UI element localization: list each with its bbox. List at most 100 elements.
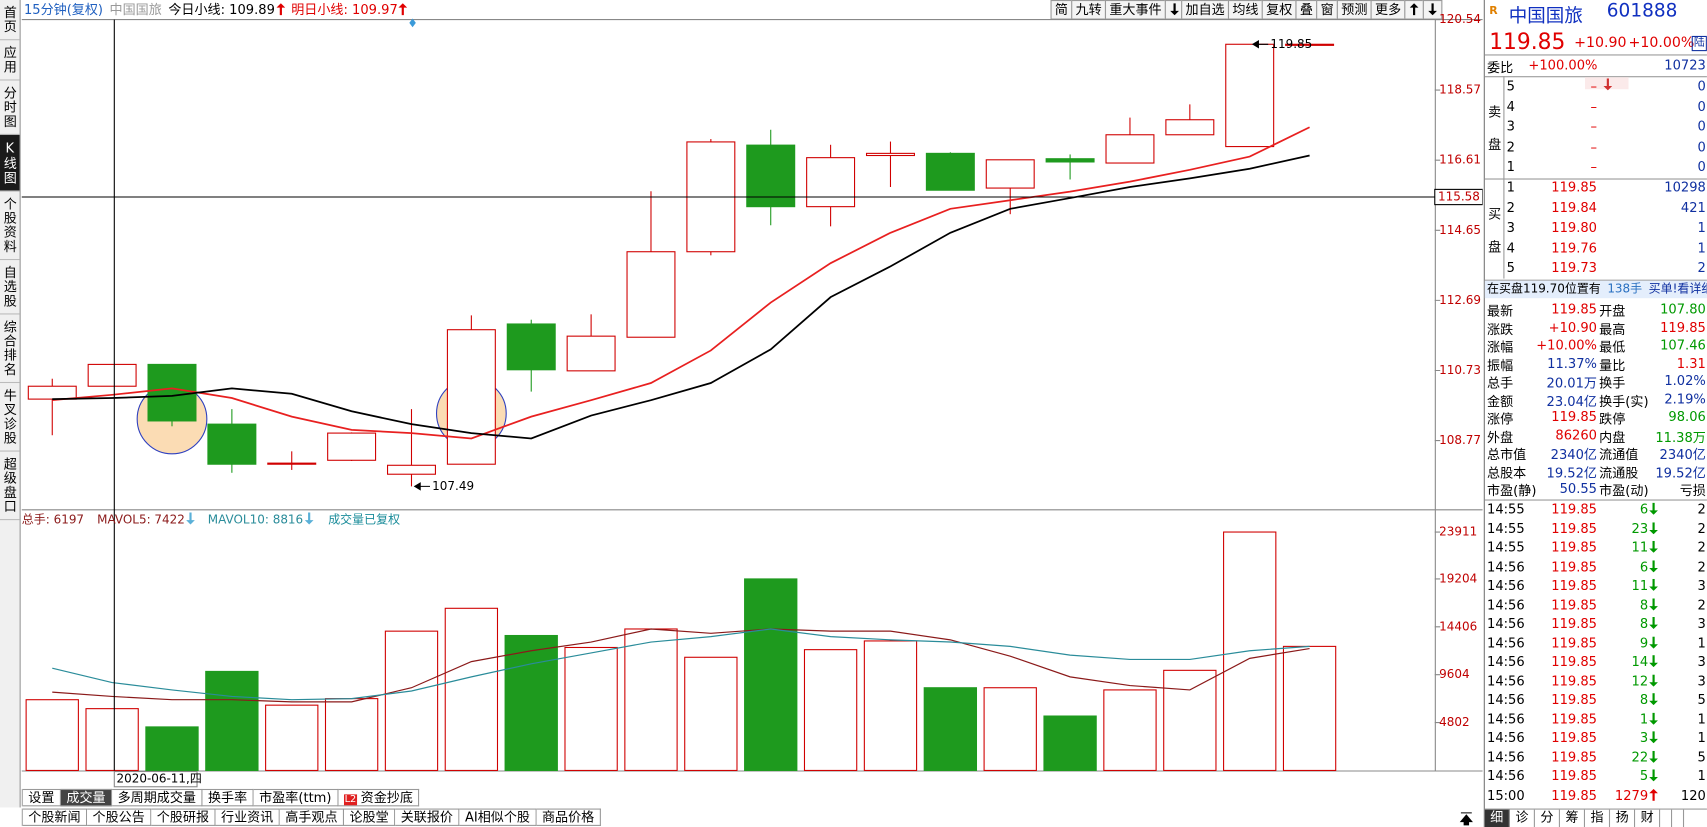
arrow-icon bbox=[1649, 693, 1658, 706]
trade-volume: 11 bbox=[1632, 578, 1658, 593]
arrow-shape bbox=[1649, 788, 1658, 801]
volume-note: 成交量已复权 bbox=[328, 512, 401, 527]
arrow-icon bbox=[1428, 3, 1438, 16]
book-level: 1 bbox=[1506, 159, 1515, 175]
indicator-tab[interactable]: 市盈率(ttm) bbox=[253, 788, 339, 807]
arrow-icon bbox=[1649, 617, 1658, 629]
news-tab[interactable]: 个股公告 bbox=[87, 808, 152, 826]
news-tab[interactable]: AI相似个股 bbox=[459, 808, 537, 826]
arrow-shape bbox=[1428, 3, 1438, 16]
news-tabs: 个股新闻 个股公告 个股研报 行业资讯 高手观点 论股堂 关联报价 AI相似个股 商品价格 bbox=[21, 808, 601, 826]
toolbar-button[interactable]: 均线 bbox=[1228, 0, 1263, 20]
side-tab[interactable]: 应用 bbox=[0, 40, 20, 81]
book-volume: 1 bbox=[1697, 220, 1706, 236]
trade-time: 15:00 bbox=[1487, 787, 1525, 803]
side-tab[interactable]: 首页 bbox=[0, 0, 20, 41]
indicator-tab[interactable]: 换手率 bbox=[202, 788, 254, 807]
trade-price: 119.85 bbox=[1551, 520, 1597, 536]
side-tab[interactable]: 综合排名 bbox=[0, 314, 20, 384]
panel-tab[interactable]: 诊 bbox=[1510, 809, 1535, 827]
news-tab[interactable]: 个股新闻 bbox=[22, 808, 88, 826]
arrow-shape bbox=[304, 512, 313, 525]
trade-volume: 14 bbox=[1632, 654, 1658, 669]
toolbar-button[interactable]: 加自选 bbox=[1181, 0, 1230, 20]
trade-volume: 9 bbox=[1640, 635, 1658, 650]
trade-count: 2 bbox=[1697, 501, 1706, 517]
tomorrow-line: 明日小线: 109.97 bbox=[291, 1, 408, 18]
trade-count: 5 bbox=[1697, 749, 1706, 765]
toolbar-button[interactable]: 预测 bbox=[1336, 0, 1372, 20]
news-tab[interactable]: 论股堂 bbox=[344, 808, 396, 826]
trade-count: 3 bbox=[1697, 673, 1706, 689]
side-tab[interactable]: 个股资料 bbox=[0, 192, 20, 261]
stat-label: 最低 bbox=[1599, 339, 1626, 355]
prev-button[interactable] bbox=[1660, 809, 1673, 827]
panel-tab[interactable]: 分 bbox=[1535, 809, 1561, 827]
arrow-icon bbox=[1649, 750, 1658, 763]
tab-badge: L2 bbox=[343, 794, 358, 806]
dropdown[interactable] bbox=[1585, 77, 1629, 91]
level-divider bbox=[1503, 76, 1505, 279]
notice-link[interactable]: 买单!看详细 bbox=[1648, 281, 1707, 296]
trade-volume-value: 8 bbox=[1639, 692, 1649, 708]
y-tick-label: 19204 bbox=[1439, 571, 1477, 585]
stat-label: 最新 bbox=[1487, 303, 1514, 319]
active-side-tab[interactable]: K线图 bbox=[0, 134, 20, 192]
ma-line bbox=[52, 154, 1310, 440]
y-tick-label: 116.61 bbox=[1439, 153, 1481, 167]
news-tab[interactable]: 高手观点 bbox=[279, 808, 345, 826]
notice[interactable]: 在买盘119.70位置有 138手 买单!看详细 bbox=[1484, 280, 1707, 299]
panel-tab[interactable]: 筹 bbox=[1560, 809, 1586, 827]
panel-tab[interactable]: 扬 bbox=[1610, 809, 1636, 827]
divider bbox=[1484, 178, 1707, 180]
next-button[interactable] bbox=[1672, 809, 1685, 827]
stock-code: 601888 bbox=[1606, 0, 1678, 22]
trade-volume-value: 14 bbox=[1631, 654, 1649, 670]
trade-count: 2 bbox=[1697, 596, 1706, 613]
dropdown-button[interactable] bbox=[1164, 0, 1183, 20]
news-tab[interactable]: 个股研报 bbox=[151, 808, 216, 826]
indicator-tab[interactable]: 设置 bbox=[22, 788, 61, 807]
side-tab[interactable]: 牛叉诊股 bbox=[0, 383, 20, 452]
legend-item: MAVOL5: 7422 bbox=[97, 512, 195, 528]
side-tab[interactable]: 分时图 bbox=[0, 81, 20, 135]
stat-label: 金额 bbox=[1487, 393, 1514, 409]
panel-tab[interactable]: 指 bbox=[1585, 809, 1611, 827]
scroll-top-icon[interactable] bbox=[1459, 811, 1474, 826]
legend-value: 6197 bbox=[53, 512, 85, 527]
stat-value: 11.37% bbox=[1547, 355, 1597, 371]
trade-count: 3 bbox=[1697, 654, 1706, 670]
candle-body bbox=[446, 329, 496, 465]
news-tab[interactable]: 商品价格 bbox=[536, 808, 601, 826]
legend-value: 8816 bbox=[272, 512, 304, 527]
candle-body bbox=[87, 363, 137, 387]
volume-bar bbox=[444, 607, 499, 771]
indicator-tab[interactable]: 多周期成交量 bbox=[112, 788, 203, 807]
arrow-icon bbox=[1649, 712, 1658, 725]
arrow-shape bbox=[1649, 693, 1658, 706]
y-tick-label: 118.57 bbox=[1439, 83, 1481, 97]
indicator-tab[interactable]: L2 资金抄底 bbox=[338, 788, 420, 807]
legend-label: MAVOL5: bbox=[97, 512, 151, 527]
toolbar-button[interactable]: 重大事件 bbox=[1104, 0, 1166, 20]
trade-price: 119.85 bbox=[1551, 615, 1597, 632]
toolbar-button[interactable]: 更多 bbox=[1370, 0, 1406, 20]
trade-volume: 6 bbox=[1640, 559, 1658, 574]
side-tab[interactable]: 自选股 bbox=[0, 260, 20, 315]
stat-label: 换手(实) bbox=[1599, 393, 1649, 409]
volume-bar bbox=[1103, 689, 1157, 771]
arrow-shape bbox=[275, 3, 285, 16]
volume-bar bbox=[324, 698, 379, 771]
extreme-arrow bbox=[1251, 40, 1269, 49]
tab-text: 换手率 bbox=[207, 790, 248, 806]
volume-bar bbox=[85, 708, 139, 771]
trade-volume: 1 bbox=[1640, 711, 1658, 726]
news-tab[interactable]: 行业资讯 bbox=[215, 808, 280, 826]
news-tab[interactable]: 关联报价 bbox=[395, 808, 460, 826]
panel-tab[interactable]: 细 bbox=[1484, 809, 1510, 827]
indicator-tab[interactable]: 成交量 bbox=[60, 788, 113, 807]
side-tab[interactable]: 超级盘口 bbox=[0, 452, 20, 521]
stat-value: 2340亿 bbox=[1659, 447, 1706, 463]
toolbar-button[interactable]: 简 bbox=[1050, 0, 1073, 20]
panel-tab[interactable]: 财 bbox=[1635, 809, 1661, 827]
